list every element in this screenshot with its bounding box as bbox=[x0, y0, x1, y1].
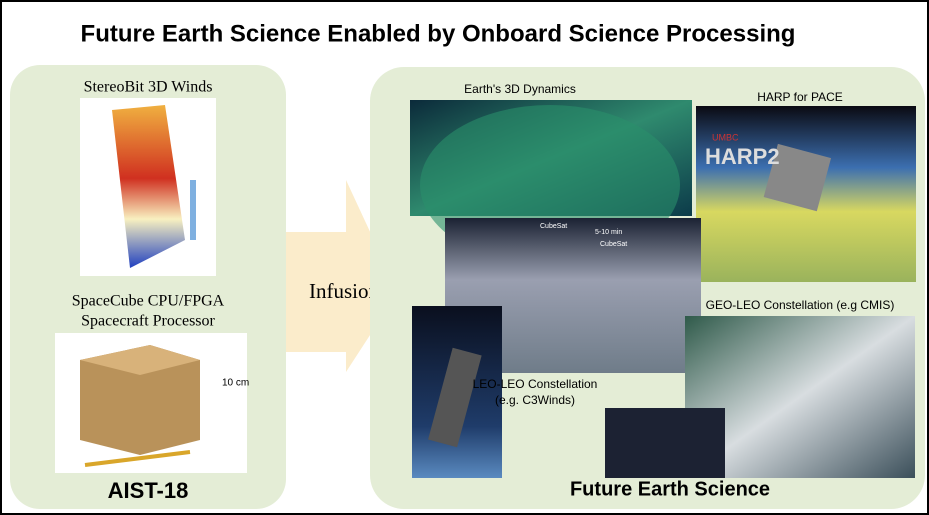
image-label: HARP for PACE bbox=[757, 90, 843, 104]
image-text: CubeSat bbox=[600, 241, 627, 248]
logo-text: HARP2 bbox=[705, 144, 780, 169]
panel-label: StereoBit 3D Winds bbox=[84, 79, 213, 96]
colorbar bbox=[190, 180, 196, 240]
image-text: 5-10 min bbox=[595, 229, 622, 236]
image-label: Earth's 3D Dynamics bbox=[464, 82, 576, 96]
image-label: GEO-LEO Constellation (e.g CMIS) bbox=[706, 298, 895, 312]
panel-label: SpaceCube CPU/FPGA bbox=[72, 293, 225, 310]
dimension-label: 10 cm bbox=[222, 378, 249, 389]
arrow-label: Infusion bbox=[309, 279, 379, 303]
slide: Future Earth Science Enabled by Onboard … bbox=[0, 0, 929, 515]
small-image bbox=[605, 408, 725, 478]
image-label: (e.g. C3Winds) bbox=[495, 393, 575, 407]
slide-title: Future Earth Science Enabled by Onboard … bbox=[81, 20, 796, 47]
panel-label: Spacecraft Processor bbox=[81, 313, 215, 330]
image-label: LEO-LEO Constellation bbox=[473, 377, 598, 391]
image-text: CubeSat bbox=[540, 223, 567, 230]
panel-footer: Future Earth Science bbox=[570, 478, 770, 500]
page: {"header": {"title": "Future Earth Scien… bbox=[0, 0, 929, 515]
logo-text: UMBC bbox=[712, 132, 739, 142]
panel-footer: AIST-18 bbox=[108, 478, 189, 503]
